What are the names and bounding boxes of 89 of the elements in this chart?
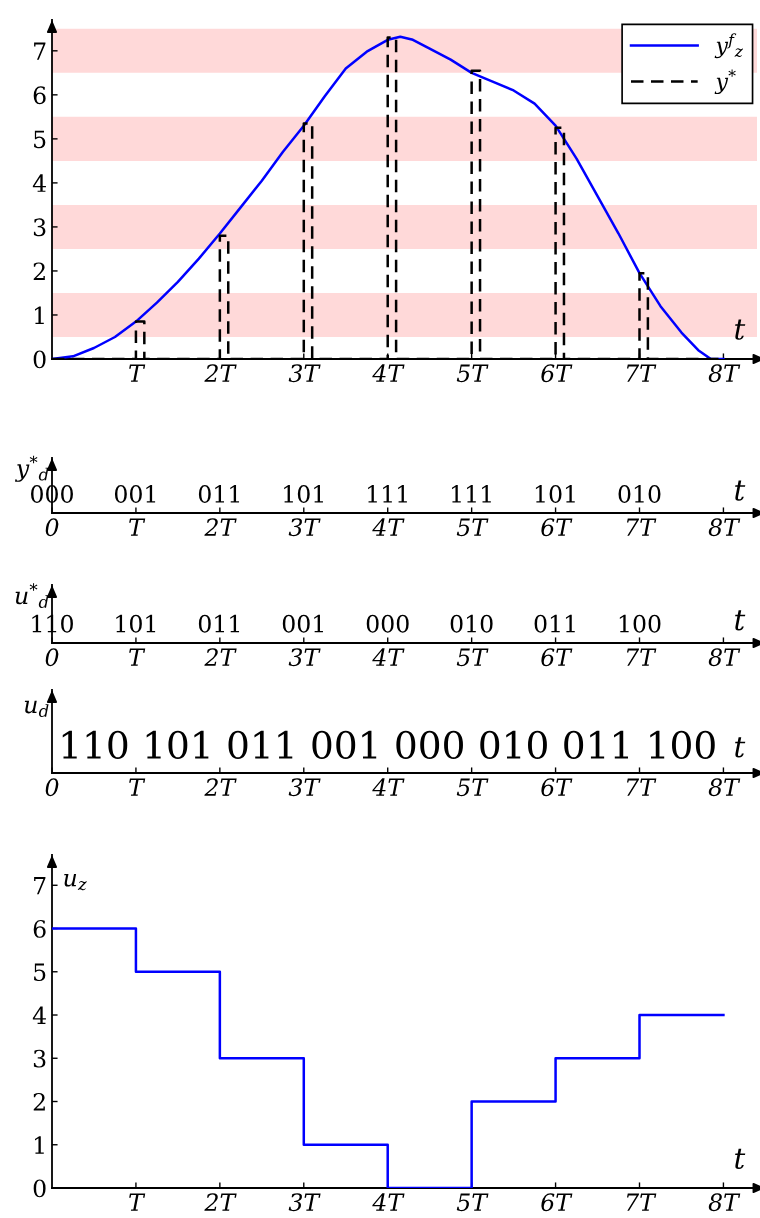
x-tick-label: 2T bbox=[204, 1193, 237, 1211]
category-label: 6T bbox=[541, 518, 573, 537]
x-axis-title: t bbox=[735, 1148, 746, 1170]
text: 011 bbox=[534, 614, 575, 633]
legend-label: y$^{f}$$_{z}$ bbox=[714, 33, 744, 59]
text: 011 bbox=[228, 730, 293, 760]
category-label: T bbox=[129, 648, 146, 666]
x-tick-label: T bbox=[129, 1193, 146, 1211]
category-label: 5T bbox=[456, 778, 489, 797]
text: 011 bbox=[564, 730, 628, 760]
text: u$^{*}$$_{d}$ bbox=[15, 583, 49, 608]
text: 010 bbox=[480, 730, 547, 760]
y-tick-label: 1 bbox=[35, 306, 44, 324]
y-tick-label: 2 bbox=[33, 262, 45, 280]
text: 001 bbox=[282, 614, 323, 633]
text: 010 bbox=[618, 485, 661, 503]
category-label: 2T bbox=[204, 518, 237, 536]
x-tick-label: 4T bbox=[372, 364, 405, 382]
text: 000 bbox=[366, 614, 409, 633]
text: 111 bbox=[368, 485, 407, 503]
category-label: 6T bbox=[541, 648, 573, 667]
x-tick-label: 8T bbox=[708, 364, 741, 383]
category-label: 3T bbox=[288, 648, 321, 667]
category-label: 7T bbox=[626, 518, 657, 536]
y-tick-label: 4 bbox=[32, 1006, 46, 1024]
x-tick-label: 6T bbox=[541, 364, 573, 383]
y-tick-label: 5 bbox=[34, 963, 46, 982]
y-axis-title: u$_{z}$ bbox=[64, 873, 87, 891]
category-label: 2T bbox=[204, 778, 237, 796]
text: 001 bbox=[114, 485, 156, 503]
y-tick-label: 0 bbox=[33, 350, 46, 369]
x-tick-label: 5T bbox=[456, 1193, 489, 1212]
text: 101 bbox=[146, 730, 209, 760]
y-tick-label: 7 bbox=[34, 42, 46, 60]
text: 001 bbox=[312, 730, 377, 760]
category-label: 4T bbox=[372, 518, 405, 536]
y-tick-label: 7 bbox=[34, 877, 46, 895]
text: t bbox=[735, 610, 746, 631]
x-tick-label: 6T bbox=[541, 1193, 573, 1212]
text: 100 bbox=[619, 614, 661, 633]
x-tick-label: 2T bbox=[204, 364, 237, 382]
category-label: T bbox=[129, 778, 146, 796]
x-tick-label: 5T bbox=[456, 364, 489, 383]
y-tick-label: 0 bbox=[33, 1179, 46, 1198]
category-label: 2T bbox=[204, 648, 237, 666]
y-tick-label: 3 bbox=[33, 1049, 46, 1068]
y-tick-label: 1 bbox=[35, 1136, 44, 1154]
text: 100 bbox=[650, 730, 715, 760]
x-tick-label: 7T bbox=[626, 364, 657, 382]
category-label: 8T bbox=[708, 778, 741, 797]
text: 101 bbox=[284, 485, 323, 503]
category-label: 3T bbox=[288, 518, 321, 537]
text: y$^{*}$$_{d}$ bbox=[15, 455, 49, 482]
category-label: T bbox=[129, 518, 146, 536]
text: 000 bbox=[396, 730, 463, 760]
text: 011 bbox=[198, 485, 240, 503]
y-tick-label: 6 bbox=[33, 919, 46, 938]
category-label: 7T bbox=[626, 648, 657, 666]
x-axis-title: t bbox=[735, 319, 746, 340]
x-tick-label: T bbox=[129, 364, 146, 382]
category-label: 8T bbox=[708, 648, 741, 667]
text: 101 bbox=[116, 614, 156, 633]
text: 101 bbox=[535, 485, 575, 503]
text: u$_{d}$ bbox=[24, 700, 49, 717]
y-tick-label: 4 bbox=[32, 174, 46, 192]
category-label: 7T bbox=[626, 778, 657, 796]
category-label: 5T bbox=[456, 648, 489, 667]
text: 110 bbox=[62, 730, 128, 760]
category-label: 6T bbox=[541, 778, 573, 797]
y-tick-label: 3 bbox=[33, 218, 46, 237]
x-tick-label: 7T bbox=[626, 1193, 657, 1211]
y-tick-label: 5 bbox=[34, 130, 46, 149]
category-label: 4T bbox=[372, 778, 405, 796]
category-label: 8T bbox=[708, 518, 741, 537]
y-tick-label: 6 bbox=[33, 86, 46, 105]
legend-label: y$^{*}$ bbox=[714, 69, 736, 95]
x-tick-label: 3T bbox=[288, 364, 321, 383]
x-tick-label: 8T bbox=[708, 1193, 741, 1212]
text: 010 bbox=[450, 614, 493, 633]
category-label: 4T bbox=[372, 648, 405, 666]
text: t bbox=[735, 737, 746, 758]
y-tick-label: 2 bbox=[33, 1092, 45, 1111]
x-tick-label: 3T bbox=[288, 1193, 321, 1212]
x-tick-label: 4T bbox=[372, 1193, 405, 1211]
text: t bbox=[735, 480, 746, 501]
text: 011 bbox=[198, 614, 240, 633]
category-label: 5T bbox=[456, 518, 489, 537]
text: 111 bbox=[451, 485, 491, 503]
category-label: 3T bbox=[288, 778, 321, 797]
